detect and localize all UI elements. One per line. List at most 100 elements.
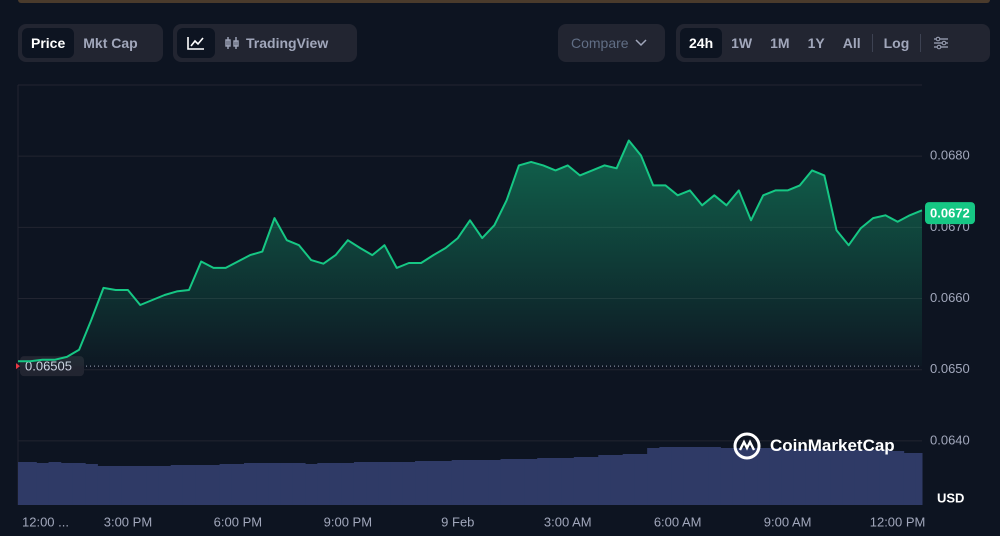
separator [871,34,873,52]
volume-bar [182,465,196,505]
volume-bar [769,448,783,505]
volume-bar [72,463,86,505]
tradingview[interactable]: TradingView [215,28,337,58]
compare[interactable]: Compare [558,24,665,62]
volume-bar [256,463,269,505]
y-tick-label: 0.0660 [930,290,970,305]
volume-bar [708,447,721,505]
volume-bar [867,450,880,505]
top-bar [18,0,990,3]
volume-bar [378,462,392,505]
volume-bar [500,459,514,505]
volume-bar [891,451,905,505]
volume-bar [671,447,685,505]
volume-bar [402,462,416,505]
volume-bar [292,463,306,505]
volume-bar [219,464,233,505]
log[interactable]: Log [883,35,910,51]
volume-bar [134,466,147,505]
volume-bar [390,462,404,505]
x-tick-label: 9:00 AM [764,514,812,529]
volume-bar [696,447,709,505]
volume-bar [158,466,172,505]
volume-bar [744,448,758,505]
volume-bar [170,465,184,505]
volume-bar [268,463,282,505]
range[interactable]: All [842,35,861,51]
range-tabs: 24h 1W 1M 1Y All Log [676,24,990,62]
volume-bar [598,455,611,505]
y-tick-label: 0.0650 [930,361,970,376]
volume-bar [830,450,844,505]
volume-bar [757,448,770,505]
volume-bar [793,449,807,505]
volume-bar [915,453,923,505]
compare-label: Compare [562,28,656,58]
volume-bar [512,459,526,505]
volume-bar [573,457,587,505]
volume-bar [537,458,550,505]
x-tick-label: 3:00 AM [544,514,592,529]
volume-bar [842,450,856,505]
last-price-label: 0.0672 [930,206,970,221]
volume-bar [634,454,648,505]
volume-bar [48,462,62,505]
volume-bar [622,454,636,505]
volume-bar [121,466,135,505]
volume-bar [207,465,221,505]
volume-bar [549,458,563,505]
watermark: CoinMarketCap [732,431,895,461]
volume-bar [24,462,37,505]
volume-bar [85,464,98,505]
range[interactable]: 1M [770,35,790,51]
volume-bar [353,462,367,505]
chart-type: TradingView [173,24,357,62]
volume-bar [97,466,111,505]
currency: USD [937,490,964,505]
tab[interactable]: Mkt Cap [83,35,138,51]
y-tick-label: 0.0640 [930,432,970,447]
volume-bar [818,449,831,505]
price-line [18,139,923,363]
volume-bar [561,458,575,505]
line-icon[interactable] [177,28,215,58]
volume-bar [60,463,74,505]
volume-bar [329,463,343,505]
volume-bar [280,463,294,505]
volume-bar [244,463,257,505]
volume-bar [476,460,489,505]
range[interactable]: 1W [731,35,753,51]
label: TradingView [246,35,329,51]
volume-bar [720,448,734,505]
settings[interactable] [923,28,959,58]
volume-bar [427,461,440,505]
volume-bar [659,447,673,505]
volume-bar [439,461,453,505]
volume-bar [903,453,917,505]
volume-bar [146,466,159,505]
range[interactable]: 1Y [807,35,825,51]
x-tick-label: 12:00 PM [870,514,926,529]
volume-bar [341,463,355,505]
volume-bar [317,463,331,505]
x-tick-label: 9 Feb [441,514,474,529]
tab[interactable]: Price [22,28,75,58]
volume-bar [805,449,819,505]
volume-bar [879,450,892,505]
range[interactable]: 24h [680,28,723,58]
volume-bar [231,464,245,505]
view-tabs: Price Mkt Cap [18,24,163,62]
x-tick-label: 9:00 PM [324,514,372,529]
label: Compare [571,35,629,51]
separator [920,34,922,52]
volume-bar [36,463,50,505]
volume-bar [610,455,624,505]
volume-bar [586,457,599,505]
volume-bar [109,466,123,505]
y-tick-label: 0.0680 [930,148,970,163]
x-tick-label: 12:00 ... [22,514,69,529]
volume-bar [305,464,318,505]
x-tick-label: 6:00 AM [654,514,702,529]
